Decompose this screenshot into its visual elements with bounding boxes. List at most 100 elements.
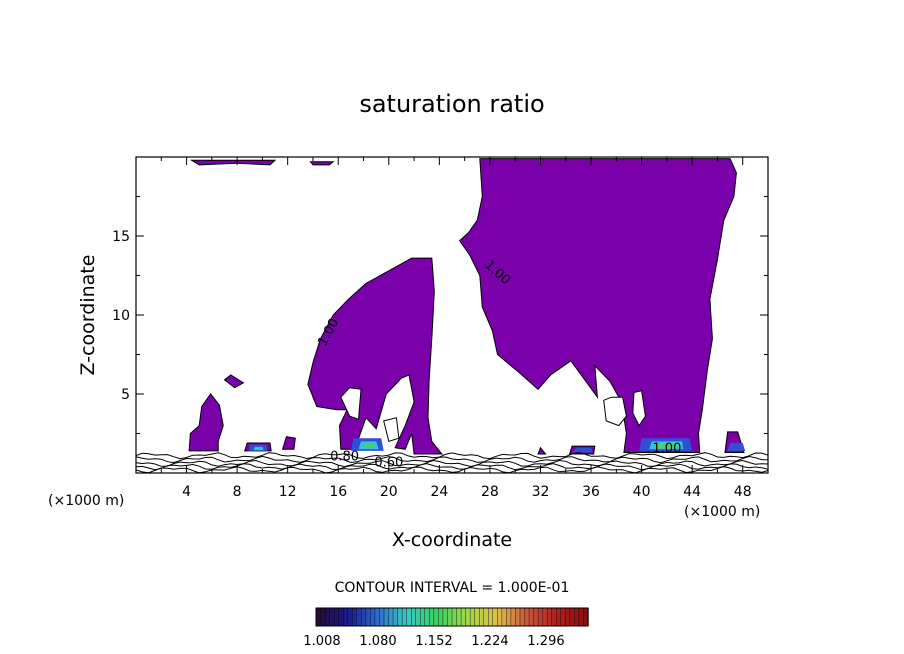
colorbar-tick-label: 1.224	[471, 634, 508, 649]
colorbar-cell	[515, 607, 521, 627]
x-tick-label: 4	[182, 484, 191, 500]
colorbar-cell	[415, 607, 421, 627]
colorbar-cell	[533, 607, 539, 627]
x-ticks: 4 8 12 16 20 24 28 32 36 40 44 48	[160, 157, 752, 500]
low-level-contour-lines	[135, 451, 769, 474]
colorbar-cell	[370, 607, 376, 627]
contour-region	[223, 374, 245, 389]
colorbar-cell	[565, 607, 571, 627]
colorbar-cell	[578, 607, 585, 627]
contour-hole	[340, 387, 362, 420]
high-value-patch	[363, 443, 375, 448]
colorbar-cell	[352, 607, 358, 627]
x-tick-label: 48	[734, 484, 752, 500]
x-tick-label: 8	[233, 484, 242, 500]
x-tick-label: 40	[633, 484, 651, 500]
colorbar-cell	[506, 607, 512, 627]
contour-label: 1.00	[652, 441, 681, 456]
colorbar-cell	[488, 607, 494, 627]
contour-region	[458, 158, 737, 453]
colorbar-cell	[456, 607, 462, 627]
colorbar-cell	[497, 607, 503, 627]
colorbar-cell	[551, 607, 557, 627]
low-contour-line	[135, 451, 769, 460]
y-tick-label: 5	[121, 387, 130, 403]
colorbar-cell	[542, 607, 548, 627]
x-axis-label: X-coordinate	[392, 529, 512, 551]
contour-region	[307, 257, 443, 455]
colorbar-cell	[320, 607, 326, 627]
contour-region	[537, 446, 547, 455]
colorbar-cell	[406, 607, 412, 627]
contour-region	[281, 436, 296, 450]
colorbar-cell	[420, 607, 426, 627]
colorbar-cell	[379, 607, 385, 627]
low-contour-line	[135, 455, 768, 464]
colorbar-cell	[501, 607, 508, 627]
y-tick-label: 10	[112, 308, 130, 324]
low-contour-line	[135, 463, 769, 471]
colorbar-cell	[374, 607, 381, 627]
colorbar-cell	[361, 607, 367, 627]
x-tick-label: 20	[380, 484, 398, 500]
colorbar	[315, 607, 589, 627]
colorbar-cell	[465, 607, 471, 627]
colorbar-cell	[442, 607, 449, 627]
high-value-patch	[253, 446, 264, 451]
colorbar-cell	[315, 607, 322, 627]
colorbar-cell	[510, 607, 517, 627]
contour-interval-note: CONTOUR INTERVAL = 1.000E-01	[335, 580, 570, 596]
x-unit-left: (×1000 m)	[48, 493, 124, 509]
contour-hole	[632, 390, 646, 427]
x-tick-label: 36	[582, 484, 600, 500]
colorbar-cell	[460, 607, 467, 627]
high-value-patch	[573, 447, 593, 453]
colorbar-cell	[537, 607, 544, 627]
colorbar-cell	[519, 607, 526, 627]
colorbar-cell	[333, 607, 340, 627]
low-contour-line	[135, 459, 769, 468]
x-tick-label: 32	[532, 484, 550, 500]
colorbar-cell	[451, 607, 458, 627]
colorbar-cell	[438, 607, 444, 627]
high-value-patch	[654, 443, 679, 449]
colorbar-cell	[424, 607, 431, 627]
colorbar-tick-label: 1.080	[359, 634, 396, 649]
contour-region	[188, 393, 224, 452]
colorbar-tick-label: 1.008	[303, 634, 340, 649]
colorbar-cell	[569, 607, 576, 627]
colorbar-cell	[556, 607, 562, 627]
colorbar-cell	[397, 607, 403, 627]
colorbar-cell	[433, 607, 440, 627]
colorbar-cell	[356, 607, 363, 627]
colorbar-cell	[469, 607, 476, 627]
chart-title: saturation ratio	[359, 90, 544, 118]
contour-label: 0.60	[374, 456, 403, 471]
colorbar-cell	[547, 607, 553, 627]
x-tick-label: 16	[329, 484, 347, 500]
colorbar-cell	[429, 607, 435, 627]
colorbar-cell	[560, 607, 567, 627]
high-value-patch	[727, 443, 746, 451]
colorbar-cell	[347, 607, 353, 627]
colorbar-cell	[528, 607, 535, 627]
colorbar-cell	[447, 607, 453, 627]
contour-hole	[383, 417, 400, 443]
colorbar-tick-label: 1.296	[527, 634, 564, 649]
contour-label: 0.80	[330, 449, 359, 464]
contour-region	[189, 159, 277, 166]
colorbar-cell	[474, 607, 480, 627]
colorbar-frame	[315, 607, 589, 627]
x-tick-label: 44	[683, 484, 701, 500]
y-axis-label: Z-coordinate	[77, 255, 99, 376]
contour-region	[309, 161, 335, 166]
colorbar-cell	[324, 607, 331, 627]
colorbar-cell	[365, 607, 372, 627]
colorbar-cell	[338, 607, 344, 627]
colorbar-cell	[392, 607, 399, 627]
x-tick-label: 24	[430, 484, 448, 500]
colorbar-cell	[492, 607, 499, 627]
y-tick-label: 15	[112, 229, 130, 245]
colorbar-cell	[343, 607, 349, 627]
